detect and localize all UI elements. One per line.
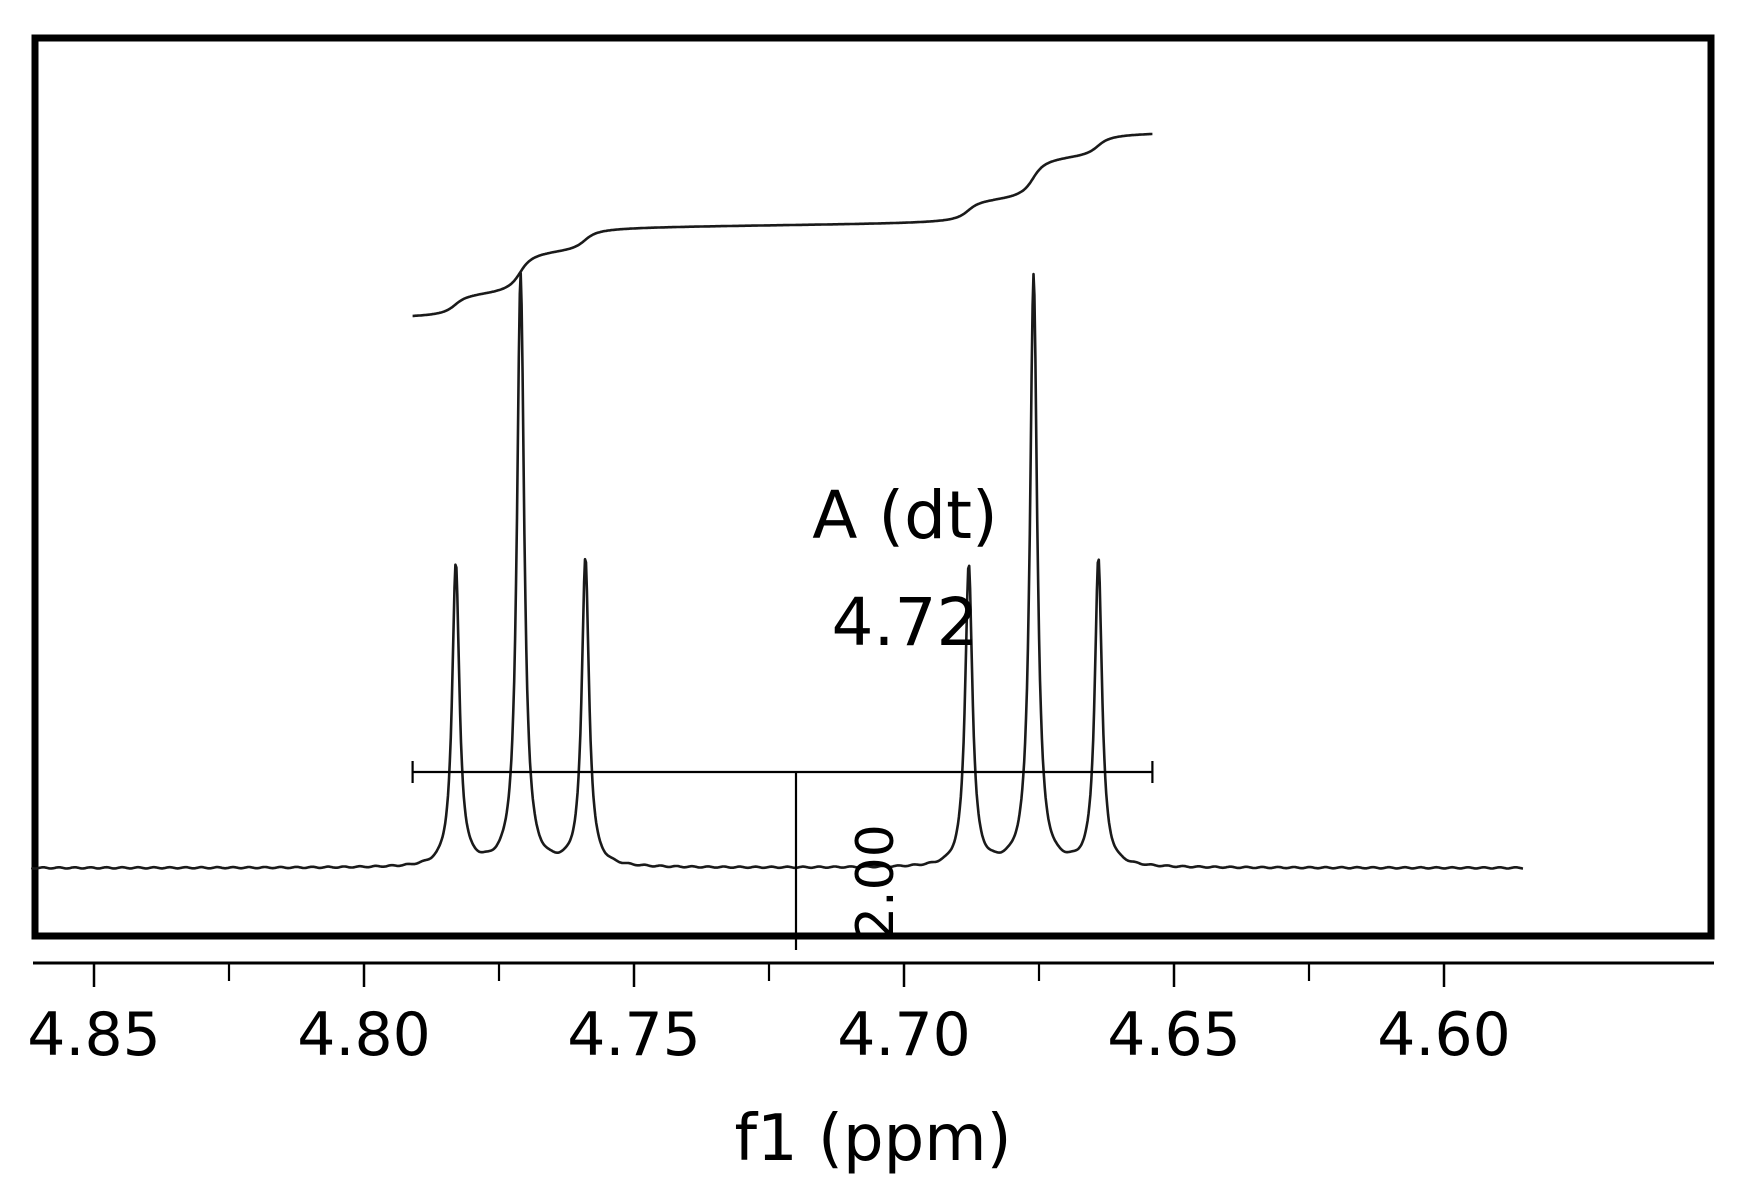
x-tick-label: 4.70 [837, 1000, 971, 1070]
multiplet-shift: 4.72 [832, 584, 979, 661]
multiplet-range-bar [411, 761, 1154, 950]
x-tick-label: 4.75 [567, 1000, 701, 1070]
integral-curve [412, 132, 1153, 318]
x-tick-label: 4.80 [297, 1000, 431, 1070]
integral-value: 2.00 [846, 824, 906, 940]
plot-frame [31, 34, 1715, 940]
x-axis-ticks: 4.85 4.80 4.75 4.70 4.65 4.60 [27, 963, 1511, 1070]
x-tick-label: 4.85 [27, 1000, 161, 1070]
x-tick-label: 4.60 [1377, 1000, 1511, 1070]
spectrum-line [30, 271, 1524, 870]
x-axis-title: f1 (ppm) [734, 1102, 1011, 1176]
x-tick-label: 4.65 [1107, 1000, 1241, 1070]
multiplet-label: A (dt) [812, 477, 997, 554]
